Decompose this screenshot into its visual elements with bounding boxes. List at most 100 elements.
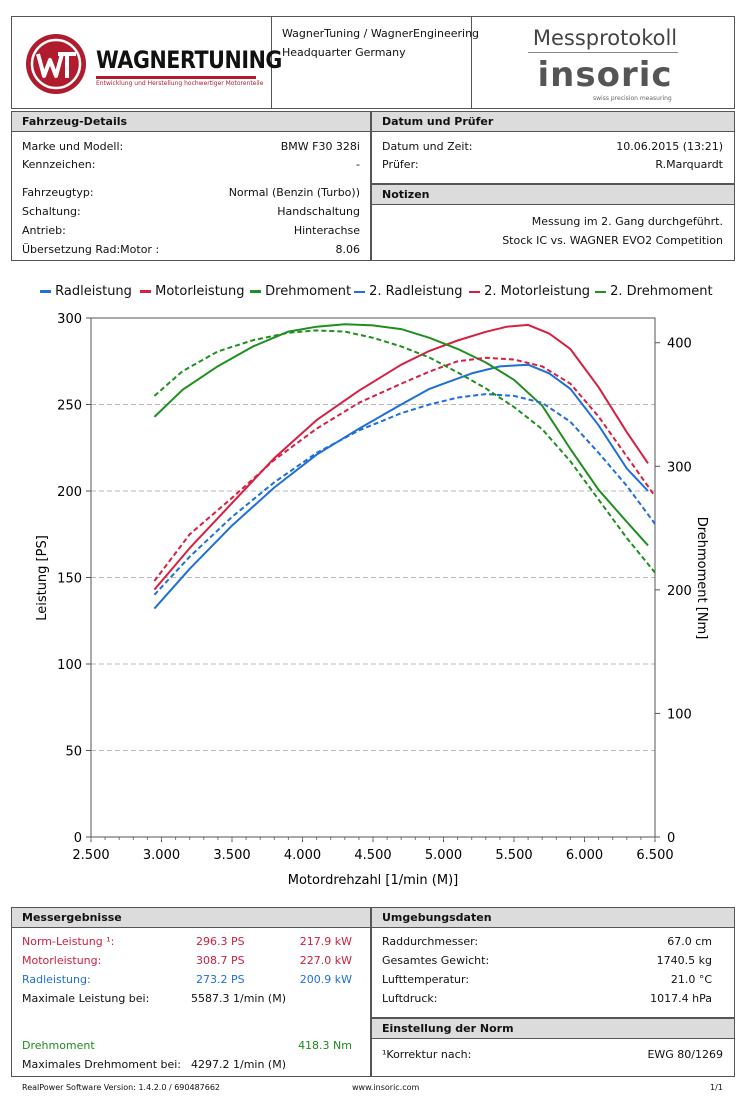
examiner-value: R.Marquardt (655, 158, 723, 171)
legend-item: Motorleistung (140, 284, 245, 299)
tick-label-y-left: 100 (57, 658, 82, 673)
series-line-radleistung (153, 363, 649, 610)
insoric-tagline: swiss precision measuring (593, 95, 672, 102)
max-torque-value: 4297.2 1/min (M) (191, 1058, 287, 1071)
vehicle-drive-label: Antrieb: (22, 224, 66, 237)
legend-swatch-drehmoment (250, 290, 261, 293)
series-line-motorleistung (153, 323, 649, 591)
header-divider-1 (271, 16, 272, 109)
tick-label-y-right: 100 (667, 707, 692, 722)
total-weight-label: Gesamtes Gewicht: (382, 954, 490, 967)
vehicle-ratio-value: 8.06 (335, 243, 361, 256)
legend-label-2-radleistung: 2. Radleistung (369, 284, 463, 299)
vehicle-make-value: BMW F30 328i (280, 140, 360, 153)
doc-title: Messprotokoll (532, 26, 678, 50)
norm-correction-label: ¹Korrektur nach: (382, 1048, 472, 1061)
wheel-diameter-label: Raddurchmesser: (382, 935, 479, 948)
results-box (11, 907, 371, 1077)
legend-label-radleistung: Radleistung (55, 284, 132, 299)
motor-kw-value: 227.0 kW (299, 954, 352, 967)
company-line-1: WagnerTuning / WagnerEngineering (282, 27, 480, 40)
rad-label: Radleistung: (22, 973, 91, 986)
wheel-diameter-value: 67.0 cm (667, 935, 712, 948)
norm-ps-value: 296.3 PS (196, 935, 245, 948)
tick-label-x: 6.000 (566, 848, 603, 863)
header-divider-2 (471, 16, 472, 109)
max-torque-label: Maximales Drehmoment bei: (22, 1058, 182, 1071)
chart-axes: 0 50 100 150 200 250 300 0 100 200 300 400 2.500 3.00… (57, 312, 692, 863)
date-box (371, 111, 735, 184)
tick-label-y-left: 50 (65, 745, 82, 760)
y-axis-label-right: Drehmoment [Nm] (694, 517, 709, 640)
x-axis-label: Motordrehzahl [1/min (M)] (288, 873, 458, 888)
tick-label-y-left: 0 (74, 831, 82, 846)
notes-line-2: Stock IC vs. WAGNER EVO2 Competition (502, 234, 723, 247)
torque-label: Drehmoment (22, 1039, 95, 1052)
legend-swatch-2-radleistung (354, 290, 365, 293)
torque-value: 418.3 Nm (298, 1039, 352, 1052)
tick-label-y-left: 300 (57, 312, 82, 327)
company-line-2: Headquarter Germany (282, 46, 406, 59)
environment-section-title: Umgebungsdaten (372, 908, 734, 928)
wagner-brand-tagline: Entwicklung und Herstellung hochwertiger… (96, 80, 264, 87)
vehicle-drive-value: Hinterachse (293, 224, 360, 237)
vehicle-plate-value: - (356, 158, 360, 171)
vehicle-plate-label: Kennzeichen: (22, 158, 96, 171)
legend-item: 2. Radleistung (354, 284, 462, 299)
series-line-2-radleistung (153, 393, 656, 596)
series-line-drehmoment (153, 323, 649, 547)
tick-label-x: 4.000 (284, 848, 321, 863)
legend-swatch-motorleistung (140, 290, 151, 293)
tick-label-x: 6.500 (636, 848, 673, 863)
max-power-label: Maximale Leistung bei: (22, 992, 150, 1005)
vehicle-box (11, 111, 371, 261)
footer-page: 1/1 (710, 1083, 723, 1092)
footer-website[interactable]: www.insoric.com (352, 1083, 420, 1092)
air-temp-value: 21.0 °C (670, 973, 712, 986)
air-temp-label: Lufttemperatur: (382, 973, 470, 986)
tick-label-x: 3.500 (213, 848, 250, 863)
legend-label-2-drehmoment: 2. Drehmoment (610, 284, 713, 299)
series-line-2-motorleistung (153, 356, 656, 582)
tick-label-x: 5.500 (495, 848, 532, 863)
norm-kw-value: 217.9 kW (299, 935, 352, 948)
vehicle-type-label: Fahrzeugtyp: (22, 186, 94, 199)
norm-section-title: Einstellung der Norm (372, 1019, 734, 1039)
tick-label-y-left: 150 (57, 572, 82, 587)
date-section-title: Datum und Prüfer (372, 112, 734, 132)
notes-box (371, 184, 735, 261)
legend-item: 2. Drehmoment (595, 284, 713, 299)
wagner-brand-name: WAGNERTUNING (96, 46, 282, 74)
air-pressure-label: Luftdruck: (382, 992, 438, 1005)
plot-frame (90, 317, 656, 838)
notes-line-1: Messung im 2. Gang durchgeführt. (531, 215, 723, 228)
legend-item: Drehmoment (250, 284, 351, 299)
rad-kw-value: 200.9 kW (299, 973, 352, 986)
dyno-chart: 0 50 100 150 200 250 300 0 100 200 300 400 2.500 3.00… (35, 312, 709, 888)
examiner-label: Prüfer: (382, 158, 419, 171)
tick-label-x: 3.000 (143, 848, 180, 863)
legend-item: 2. Motorleistung (469, 284, 590, 299)
total-weight-value: 1740.5 kg (656, 954, 712, 967)
footer-software: RealPower Software Version: 1.4.2.0 / 69… (22, 1083, 221, 1092)
legend-swatch-2-motorleistung (469, 290, 480, 293)
tick-label-y-right: 0 (667, 831, 675, 846)
header-box (11, 16, 735, 109)
tick-label-x: 5.000 (425, 848, 462, 863)
tick-label-y-right: 200 (667, 584, 692, 599)
wagner-logo: WAGNERTUNING Entwicklung und Herstellung… (24, 32, 282, 94)
legend-label-motorleistung: Motorleistung (155, 284, 245, 299)
air-pressure-value: 1017.4 hPa (650, 992, 712, 1005)
max-power-value: 5587.3 1/min (M) (191, 992, 287, 1005)
tick-label-y-right: 300 (667, 460, 692, 475)
vehicle-gearbox-label: Schaltung: (22, 205, 81, 218)
norm-correction-value: EWG 80/1269 (647, 1048, 723, 1061)
tick-label-y-left: 200 (57, 485, 82, 500)
results-section-title: Messergebnisse (12, 908, 370, 928)
chart-legend: Radleistung Motorleistung Drehmoment 2. … (0, 284, 746, 304)
motor-label: Motorleistung: (22, 954, 102, 967)
legend-swatch-radleistung (40, 290, 51, 293)
tick-label-x: 2.500 (72, 848, 109, 863)
vehicle-ratio-label: Übersetzung Rad:Motor : (22, 243, 160, 256)
date-time-value: 10.06.2015 (13:21) (616, 140, 723, 153)
